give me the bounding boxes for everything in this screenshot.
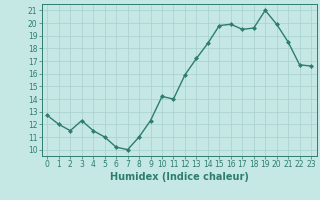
X-axis label: Humidex (Indice chaleur): Humidex (Indice chaleur) [110, 172, 249, 182]
